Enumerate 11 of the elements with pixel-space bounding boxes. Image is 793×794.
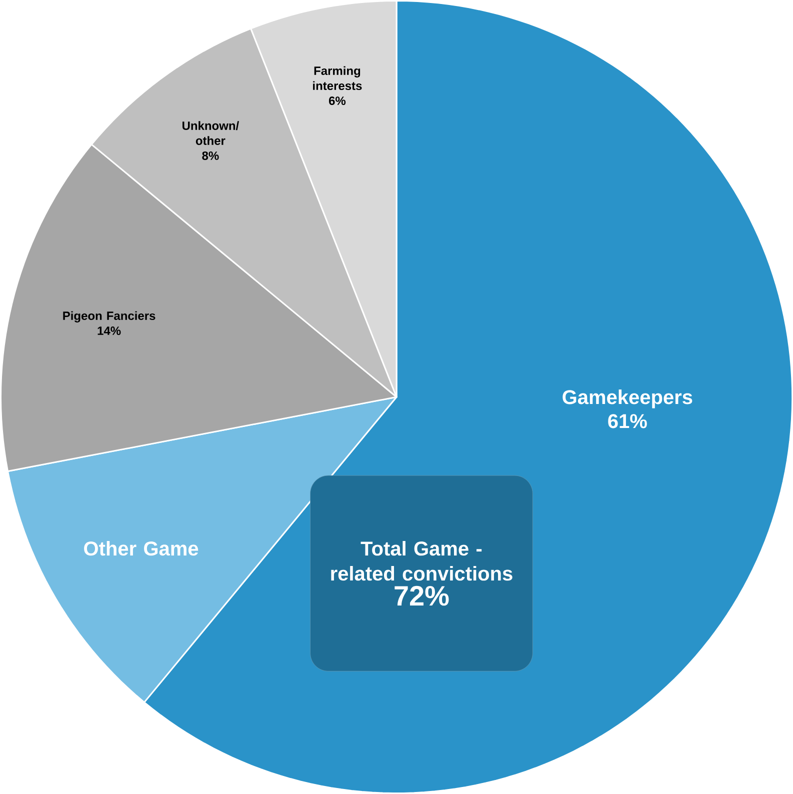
- slice-label: Farming interests: [313, 66, 362, 90]
- data-label: 8%: [202, 151, 219, 160]
- text: 72%: [394, 586, 449, 606]
- slice-label: Unknown/ other: [182, 121, 239, 145]
- data-label: 6%: [328, 96, 346, 106]
- data-label: 61%: [608, 414, 647, 428]
- data-label: 14%: [98, 326, 121, 335]
- slice-label: Other Game: [84, 540, 198, 556]
- slice-label: Gamekeepers: [562, 390, 692, 408]
- slice-label: Pigeon Fanciers: [63, 311, 156, 322]
- text: Total Game - related convictions: [331, 540, 512, 581]
